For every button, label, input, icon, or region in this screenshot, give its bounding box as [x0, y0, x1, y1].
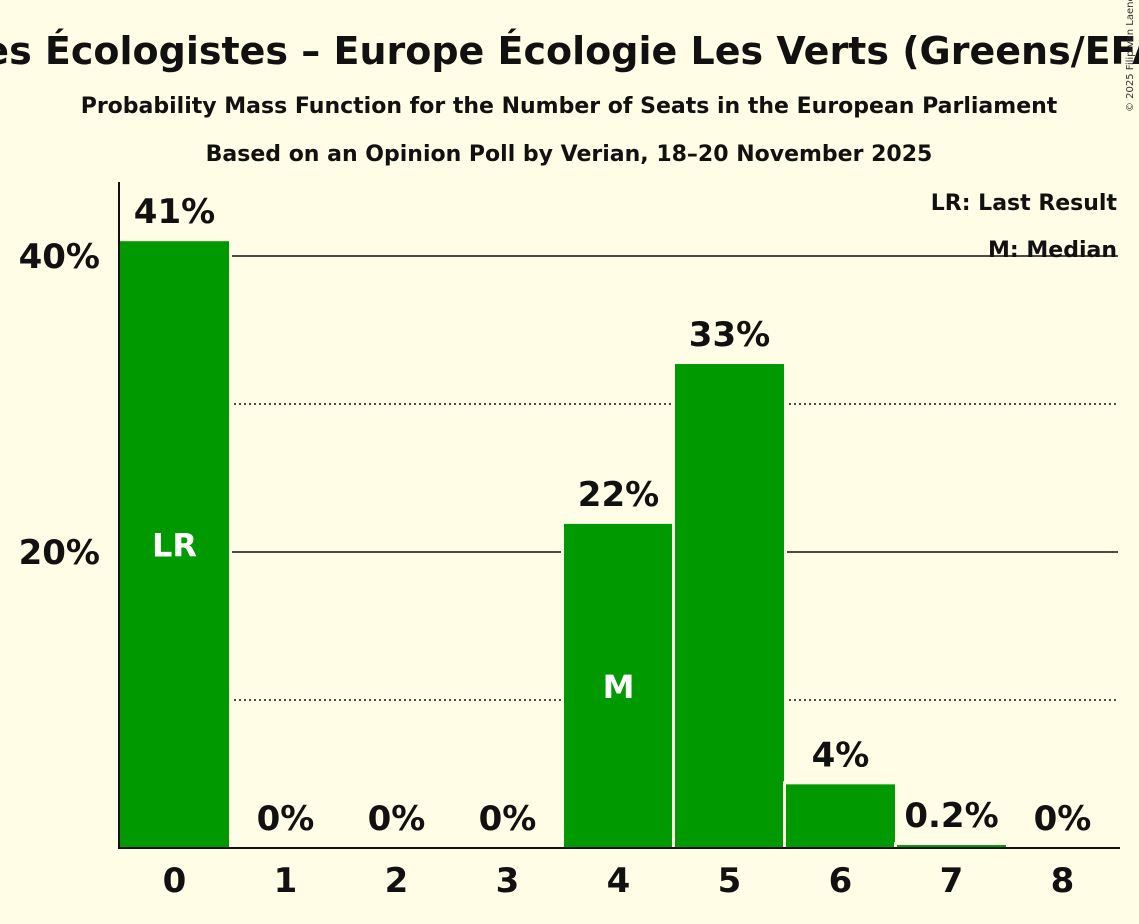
- y-tick-label: 40%: [19, 237, 100, 277]
- data-label: 0%: [368, 799, 426, 839]
- copyright-text: © 2025 Filip van Laenen: [1125, 0, 1136, 112]
- data-label: 33%: [689, 315, 770, 355]
- x-tick-label: 7: [940, 861, 964, 901]
- x-tick-label: 0: [163, 861, 187, 901]
- x-tick-label: 8: [1051, 861, 1075, 901]
- bar: [564, 523, 673, 848]
- bar-layer: [117, 238, 1009, 848]
- bar: [120, 241, 229, 848]
- chart-title: Les Écologistes – Europe Écologie Les Ve…: [0, 29, 1139, 73]
- y-tick-label: 20%: [19, 533, 100, 573]
- chart-subtitle: Probability Mass Function for the Number…: [81, 94, 1058, 119]
- chart-subtitle-source: Based on an Opinion Poll by Verian, 18–2…: [206, 142, 933, 167]
- bar-marker-label: M: [603, 668, 635, 706]
- bar: [786, 784, 895, 848]
- data-label: 4%: [812, 735, 870, 775]
- bar: [897, 845, 1006, 848]
- data-label: 0%: [479, 799, 537, 839]
- x-tick-label: 3: [496, 861, 520, 901]
- bar: [675, 364, 784, 848]
- x-tick-label: 1: [274, 861, 298, 901]
- x-tick-label: 5: [718, 861, 742, 901]
- data-label: 22%: [578, 475, 659, 515]
- label-layer: 20%40%41%LR00%10%20%322%M433%54%60.2%70%…: [19, 192, 1092, 901]
- x-tick-label: 4: [607, 861, 631, 901]
- bar-marker-label: LR: [152, 527, 197, 565]
- bar-halo: [894, 842, 1009, 848]
- data-label: 0%: [1034, 799, 1092, 839]
- legend-last-result: LR: Last Result: [931, 191, 1118, 216]
- data-label: 41%: [134, 192, 215, 232]
- data-label: 0.2%: [904, 796, 998, 836]
- legend-median: M: Median: [988, 238, 1117, 263]
- x-tick-label: 2: [385, 861, 409, 901]
- x-tick-label: 6: [829, 861, 853, 901]
- data-label: 0%: [257, 799, 315, 839]
